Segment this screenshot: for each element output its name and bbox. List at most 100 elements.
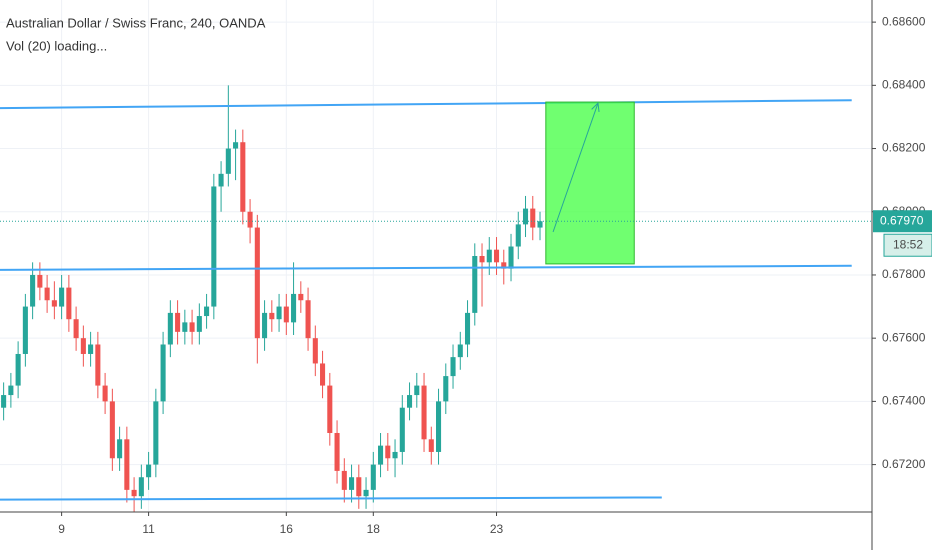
candle-body <box>450 357 456 377</box>
candle-body <box>421 385 427 440</box>
candle-body <box>283 306 289 323</box>
candle-body <box>196 316 202 332</box>
candle-body <box>102 385 108 402</box>
candle-body <box>428 439 434 452</box>
candle-body <box>51 300 57 307</box>
candle-body <box>1 395 7 408</box>
candle-body <box>436 401 442 452</box>
candle-body <box>457 344 463 358</box>
candle-body <box>80 338 86 354</box>
candle-body <box>312 338 318 364</box>
countdown-label: 18:52 <box>893 237 923 251</box>
candle-body <box>247 211 253 228</box>
arrow-line <box>552 102 599 233</box>
candle-body <box>399 407 405 452</box>
x-tick-label: 23 <box>490 522 504 536</box>
countdown-badge <box>883 233 932 257</box>
trend-line <box>0 99 852 110</box>
x-tick-label: 16 <box>280 522 294 536</box>
grid <box>0 0 872 512</box>
chart-title: Australian Dollar / Swiss Franc, 240, OA… <box>6 15 266 30</box>
candle-body <box>146 464 152 478</box>
candle-body <box>464 312 471 345</box>
candle-body <box>537 221 543 228</box>
candle-body <box>182 322 188 332</box>
candle-body <box>175 312 181 332</box>
candle-body <box>407 395 413 408</box>
axes: 0.686000.684000.682000.680000.678000.676… <box>58 14 932 536</box>
candle-body <box>291 293 297 323</box>
candle-body <box>356 477 362 497</box>
x-tick-label: 11 <box>142 522 155 536</box>
candle-body <box>22 306 28 354</box>
candle-body <box>160 344 166 402</box>
candle-body <box>414 385 420 396</box>
candle-body <box>443 376 449 402</box>
candle-body <box>8 385 14 396</box>
candle-body <box>392 451 398 459</box>
candle-body <box>204 306 210 317</box>
trend-line <box>0 496 662 501</box>
trend-line <box>0 264 852 271</box>
candle-body <box>530 208 536 228</box>
candle-body <box>501 262 507 269</box>
candle-body <box>370 464 376 490</box>
candle-body <box>211 186 217 307</box>
candle-body <box>88 344 94 354</box>
candle-body <box>269 312 275 320</box>
candle-body <box>341 470 347 490</box>
y-tick-label: 0.68600 <box>882 14 926 28</box>
candle-body <box>189 322 195 332</box>
candle-body <box>327 385 333 433</box>
y-tick-label: 0.68200 <box>882 141 926 155</box>
candle-body <box>276 306 282 320</box>
candle-body <box>225 148 231 174</box>
arrow-head <box>591 101 600 113</box>
candle-body <box>363 489 369 497</box>
candle-body <box>44 287 50 301</box>
indicator-label: Vol (20) loading... <box>6 38 107 53</box>
candle-body <box>138 477 144 497</box>
candle-body <box>320 363 326 386</box>
candle-body <box>262 312 268 339</box>
candle-body <box>66 287 72 320</box>
y-tick-label: 0.67600 <box>882 330 926 344</box>
y-tick-label: 0.67200 <box>882 457 926 471</box>
candle-body <box>254 227 260 339</box>
target-box <box>545 101 635 265</box>
y-tick-label: 0.67800 <box>882 267 926 281</box>
candle-body <box>59 287 65 307</box>
candle-body <box>378 445 384 465</box>
candle-body <box>218 173 224 187</box>
candle-body <box>305 300 311 339</box>
candle-body <box>95 344 101 386</box>
candle-body <box>73 319 79 339</box>
candle-body <box>515 224 521 247</box>
candle-body <box>522 208 529 225</box>
candle-body <box>153 401 159 465</box>
candle-body <box>334 432 340 471</box>
candle-body <box>167 312 173 345</box>
current-price-label: 0.67970 <box>880 213 924 227</box>
current-price-badge <box>873 210 932 233</box>
y-tick-label: 0.67400 <box>882 394 926 408</box>
candle-body <box>233 142 239 149</box>
candle-body <box>486 249 492 263</box>
candle-body <box>479 256 485 263</box>
plot-area <box>0 85 872 512</box>
candle-body <box>15 353 21 386</box>
x-tick-label: 18 <box>367 522 381 536</box>
candle-body <box>240 142 246 212</box>
candle-body <box>298 293 304 301</box>
candle-body <box>109 401 115 459</box>
y-tick-label: 0.68400 <box>882 78 926 92</box>
candle-body <box>472 256 478 313</box>
candle-body <box>131 489 137 497</box>
candle-body <box>508 246 514 269</box>
candle-body <box>385 445 391 459</box>
candle-body <box>349 477 355 490</box>
candle-body <box>124 439 130 490</box>
candle-body <box>37 274 43 288</box>
candle-body <box>30 274 36 307</box>
